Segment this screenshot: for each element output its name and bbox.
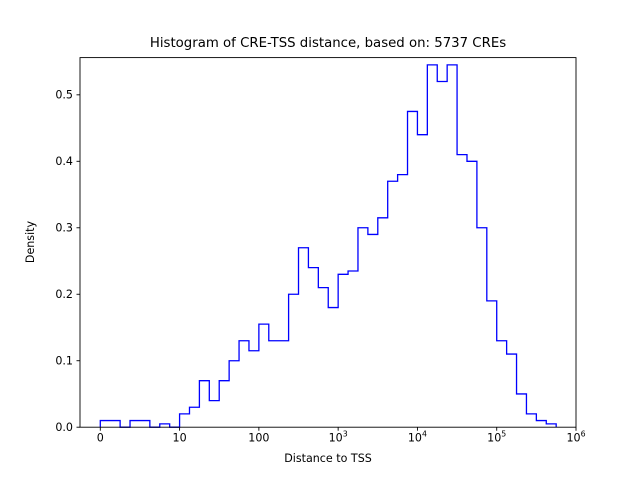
x-axis-ticks: 0 10 100 103 104 105 106: [97, 427, 586, 445]
y-axis-ticks: 0.0 0.1 0.2 0.3 0.4 0.5: [55, 89, 80, 434]
chart-title: Histogram of CRE-TSS distance, based on:…: [150, 36, 506, 51]
x-tick-label: 100: [248, 432, 269, 445]
x-axis-label: Distance to TSS: [284, 452, 372, 465]
x-tick-exponent: 4: [422, 430, 427, 439]
y-axis-label: Density: [24, 220, 37, 263]
x-tick-exponent: 6: [581, 430, 586, 439]
y-tick-label: 0.2: [55, 288, 73, 301]
y-tick-label: 0.4: [55, 155, 73, 168]
histogram-step-line: [99, 64, 557, 428]
axes-frame: [79, 57, 577, 428]
y-tick-label: 0.3: [55, 222, 73, 235]
x-tick-exponent: 5: [501, 430, 506, 439]
y-tick-label: 0.5: [55, 89, 73, 102]
x-tick-label: 10: [173, 432, 187, 445]
y-tick-label: 0.0: [55, 421, 73, 434]
histogram-series: [99, 64, 557, 428]
x-tick-exponent: 3: [343, 430, 348, 439]
y-tick-label: 0.1: [55, 355, 73, 368]
x-tick-label: 0: [97, 432, 104, 445]
